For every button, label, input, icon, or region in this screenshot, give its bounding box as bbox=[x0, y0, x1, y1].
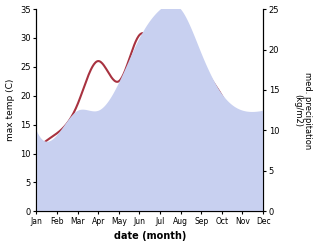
Y-axis label: med. precipitation
(kg/m2): med. precipitation (kg/m2) bbox=[293, 72, 313, 149]
Y-axis label: max temp (C): max temp (C) bbox=[5, 79, 15, 141]
X-axis label: date (month): date (month) bbox=[114, 231, 186, 242]
